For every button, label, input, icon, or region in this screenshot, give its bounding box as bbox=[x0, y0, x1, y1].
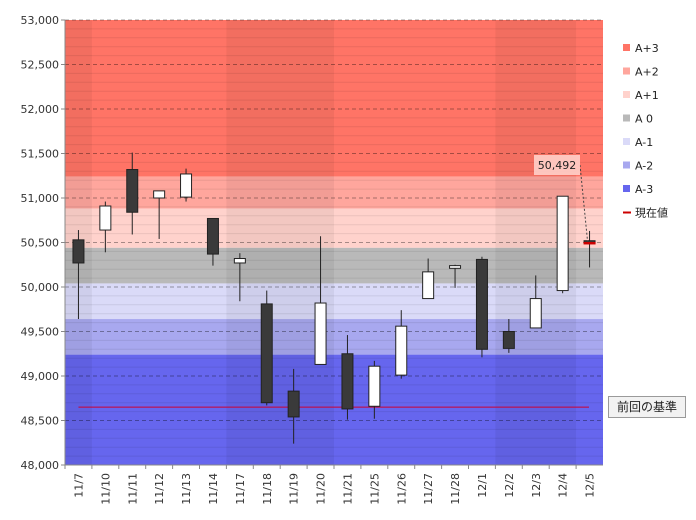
y-tick-label: 53,000 bbox=[21, 14, 60, 27]
legend-label: A+1 bbox=[635, 89, 659, 102]
candle-body-11/13 bbox=[180, 173, 193, 198]
x-tick-label: 11/19 bbox=[288, 473, 301, 505]
y-tick-label: 48,500 bbox=[21, 415, 60, 428]
x-tick-label: 11/14 bbox=[207, 473, 220, 505]
candle-body-11/26 bbox=[395, 325, 408, 376]
x-tick-label: 11/27 bbox=[422, 473, 435, 505]
x-tick-label: 11/18 bbox=[261, 473, 274, 505]
candle-body-11/11 bbox=[126, 169, 139, 213]
candle-body-11/17 bbox=[233, 258, 246, 264]
y-tick-label: 52,000 bbox=[21, 103, 60, 116]
x-tick-label: 12/4 bbox=[557, 473, 570, 498]
reference-label: 前回の基準 bbox=[608, 396, 686, 418]
legend-label: A 0 bbox=[635, 113, 653, 126]
x-tick-label: 12/5 bbox=[584, 473, 597, 498]
candle-body-11/14 bbox=[206, 217, 219, 255]
y-tick-label: 49,000 bbox=[21, 370, 60, 383]
legend-label: A-2 bbox=[635, 160, 653, 173]
x-tick-label: 11/26 bbox=[395, 473, 408, 505]
legend-label: A-1 bbox=[635, 136, 653, 149]
legend-label: 現在値 bbox=[635, 207, 668, 220]
legend-swatch bbox=[623, 138, 630, 145]
candle-body-12/1 bbox=[475, 258, 488, 350]
x-tick-label: 11/28 bbox=[449, 473, 462, 505]
x-tick-label: 11/12 bbox=[153, 473, 166, 505]
candle-body-11/20 bbox=[314, 302, 327, 365]
y-tick-label: 48,000 bbox=[21, 459, 60, 472]
legend-swatch bbox=[623, 44, 630, 51]
x-tick-label: 11/7 bbox=[72, 473, 85, 498]
callout-box bbox=[534, 155, 580, 175]
candle-body-12/3 bbox=[529, 298, 542, 329]
x-tick-label: 11/20 bbox=[315, 473, 328, 505]
callout-value: 50,492 bbox=[538, 159, 577, 172]
band-3 bbox=[65, 247, 603, 284]
candle-body-11/19 bbox=[287, 390, 300, 418]
y-tick-label: 51,500 bbox=[21, 148, 60, 161]
y-tick-label: 51,000 bbox=[21, 192, 60, 205]
candle-body-11/27 bbox=[422, 271, 435, 300]
legend-swatch bbox=[623, 161, 630, 169]
candle-body-12/4 bbox=[556, 195, 569, 292]
x-tick-label: 11/11 bbox=[126, 473, 139, 505]
candle-body-11/28 bbox=[449, 265, 462, 269]
candle-body-11/12 bbox=[153, 190, 166, 199]
x-tick-label: 11/10 bbox=[99, 473, 112, 505]
band-0 bbox=[65, 20, 603, 177]
candle-body-12/2 bbox=[502, 331, 515, 349]
column-shade-1 bbox=[226, 20, 334, 465]
legend-swatch bbox=[623, 114, 630, 122]
x-tick-label: 12/2 bbox=[503, 473, 516, 498]
y-tick-label: 49,500 bbox=[21, 326, 60, 339]
candle-body-11/25 bbox=[368, 365, 381, 407]
legend-swatch bbox=[623, 185, 630, 192]
legend-label: A+2 bbox=[635, 66, 659, 79]
legend-label: A-3 bbox=[635, 183, 653, 196]
y-tick-label: 50,500 bbox=[21, 237, 60, 250]
band-2 bbox=[65, 208, 603, 248]
legend-swatch bbox=[623, 67, 630, 75]
y-tick-label: 52,500 bbox=[21, 59, 60, 72]
band-6 bbox=[65, 354, 603, 465]
callout-leader bbox=[579, 164, 589, 242]
x-tick-label: 12/3 bbox=[530, 473, 543, 498]
candle-body-11/21 bbox=[341, 353, 354, 410]
y-tick-label: 50,000 bbox=[21, 281, 60, 294]
x-tick-label: 11/25 bbox=[368, 473, 381, 505]
candle-body-11/10 bbox=[99, 205, 112, 231]
candle-body-11/18 bbox=[260, 303, 273, 404]
x-tick-label: 12/1 bbox=[476, 473, 489, 498]
x-tick-label: 11/17 bbox=[234, 473, 247, 505]
band-4 bbox=[65, 283, 603, 320]
legend-swatch bbox=[623, 91, 630, 98]
x-tick-label: 11/21 bbox=[341, 473, 354, 505]
candle-body-11/7 bbox=[72, 239, 85, 264]
legend-label: A+3 bbox=[635, 42, 659, 55]
x-tick-label: 11/13 bbox=[180, 473, 193, 505]
